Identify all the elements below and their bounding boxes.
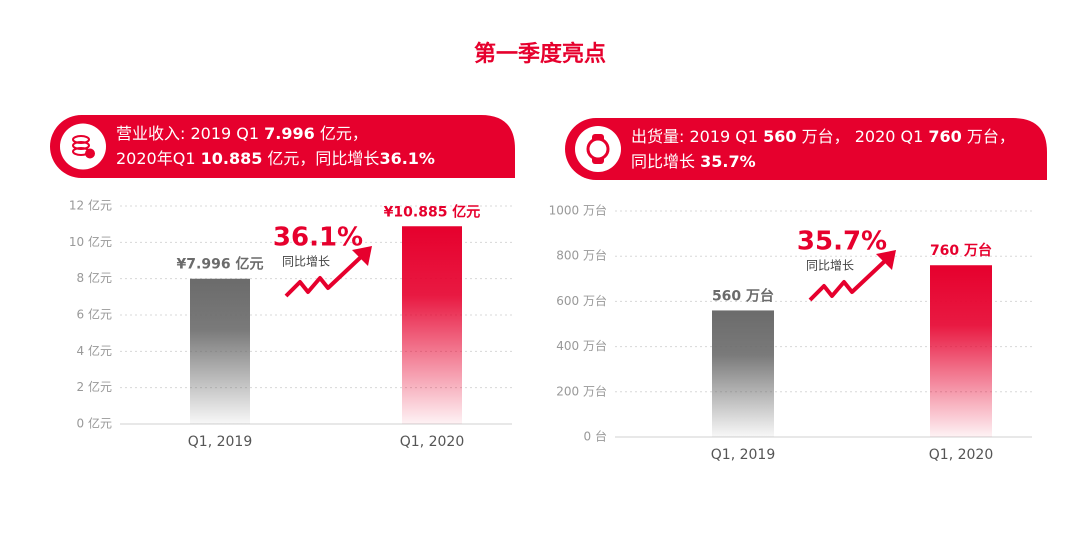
header-banner (565, 118, 1047, 180)
header-text: 同比增长 35.7% (631, 152, 756, 171)
x-tick-label: Q1, 2020 (929, 447, 993, 463)
header-text: 出货量: 2019 Q1 560 万台， 2020 Q1 760 万台， (631, 127, 1015, 146)
y-tick-label: 6 亿元 (77, 307, 112, 322)
value-label: 560 万台 (712, 287, 774, 304)
header-segment: 760 (928, 127, 961, 146)
bar (712, 310, 774, 437)
header-segment: 万台， (962, 127, 1015, 146)
header-segment: 万台， 2020 Q1 (797, 127, 929, 146)
annotation-arrow (808, 258, 888, 302)
y-tick-label: 400 万台 (556, 338, 607, 353)
bar (190, 278, 250, 424)
value-label: 760 万台 (930, 242, 992, 259)
header-icon (586, 137, 610, 161)
y-tick-label: 8 亿元 (77, 270, 112, 285)
header-text: 2020年Q1 10.885 亿元，同比增长36.1% (116, 149, 435, 168)
x-tick-label: Q1, 2020 (400, 434, 464, 450)
header-segment: 35.7% (700, 152, 756, 171)
header-segment: 营业收入: 2019 Q1 (116, 124, 264, 143)
header-segment: 同比增长 (631, 152, 700, 171)
value-label: ¥10.885 亿元 (384, 203, 481, 220)
x-tick-label: Q1, 2019 (188, 434, 252, 450)
header-icon (85, 148, 95, 159)
value-label: ¥7.996 亿元 (177, 256, 264, 273)
y-tick-label: 800 万台 (556, 248, 607, 263)
y-tick-label: 200 万台 (556, 383, 607, 398)
annotation-arrow (284, 254, 364, 298)
x-tick-label: Q1, 2019 (711, 447, 775, 463)
header-segment: 560 (763, 127, 796, 146)
header-segment: 7.996 (264, 124, 315, 143)
y-tick-label: 0 亿元 (77, 416, 112, 431)
y-tick-label: 10 亿元 (69, 234, 112, 249)
header-icon-bg (60, 123, 106, 170)
bar (402, 226, 462, 424)
y-tick-label: 4 亿元 (77, 343, 112, 358)
annotation-value: 35.7% (797, 227, 887, 257)
y-tick-label: 1000 万台 (549, 203, 607, 218)
y-tick-label: 12 亿元 (69, 198, 112, 213)
annotation-text: 同比增长 (806, 259, 854, 273)
header-segment: 36.1% (379, 149, 435, 168)
header-segment: 10.885 (201, 149, 263, 168)
y-tick-label: 2 亿元 (77, 379, 112, 394)
annotation-arrow-head (352, 246, 372, 266)
annotation-text: 同比增长 (282, 255, 330, 269)
annotation-arrow-head (876, 250, 896, 270)
y-tick-label: 600 万台 (556, 293, 607, 308)
header-segment: 亿元， (315, 124, 368, 143)
y-tick-label: 0 台 (584, 429, 607, 444)
header-banner (50, 115, 516, 178)
bar (930, 265, 992, 437)
header-segment: 亿元，同比增长 (262, 149, 379, 168)
header-segment: 出货量: 2019 Q1 (631, 127, 763, 146)
page-title: 第一季度亮点 (474, 41, 606, 67)
header-segment: 2020年Q1 (116, 149, 201, 168)
annotation-value: 36.1% (273, 223, 363, 253)
header-text: 营业收入: 2019 Q1 7.996 亿元， (116, 124, 368, 143)
